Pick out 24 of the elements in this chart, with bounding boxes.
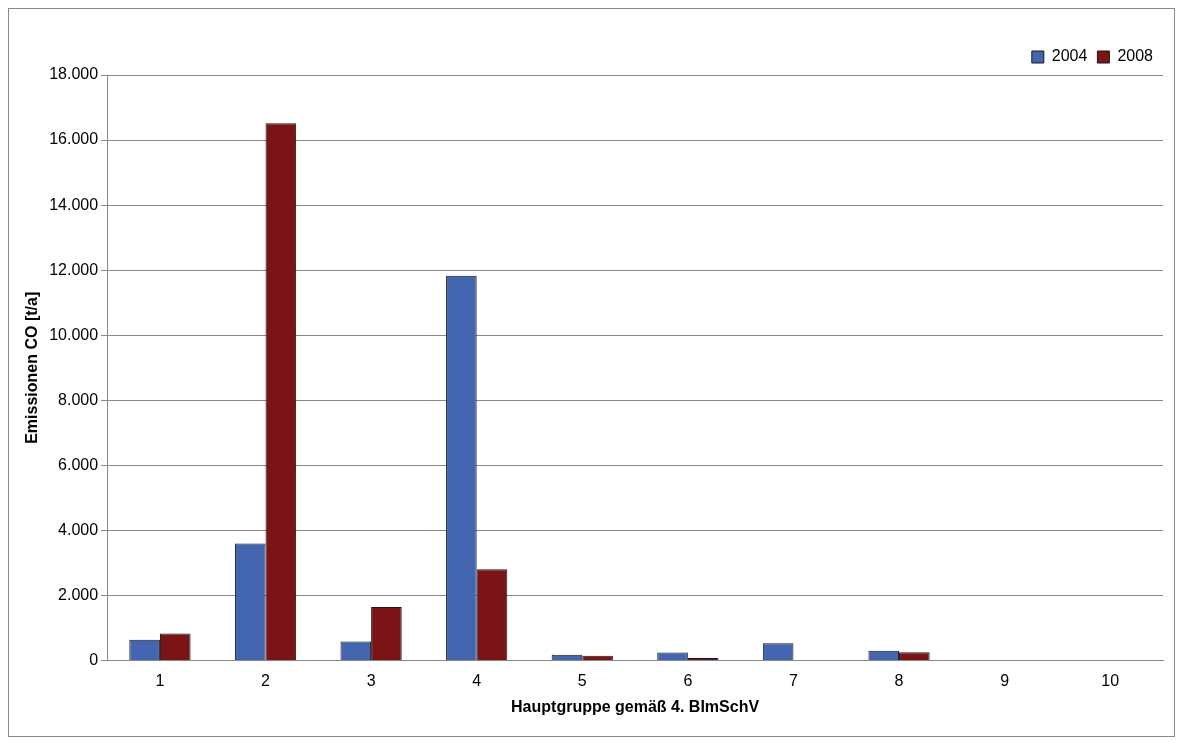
x-tick-label: 1	[155, 671, 165, 689]
y-tick-label: 14.000	[49, 195, 99, 213]
y-tick-label: 10.000	[49, 325, 99, 343]
y-tick-label: 12.000	[49, 260, 99, 278]
x-axis-title: Hauptgruppe gemäß 4. BImSchV	[511, 697, 760, 715]
y-tick-label: 8.000	[58, 390, 99, 408]
y-tick-label: 18.000	[49, 65, 99, 83]
x-tick-label: 7	[788, 671, 798, 689]
y-tick-label: 6.000	[58, 455, 99, 473]
y-tick-label: 2.000	[58, 585, 99, 603]
x-tick-label: 3	[366, 671, 376, 689]
y-tick-label: 0	[89, 651, 99, 669]
x-tick-label: 8	[894, 671, 904, 689]
x-tick-label: 9	[1000, 671, 1010, 689]
legend-label: 2008	[1117, 47, 1154, 65]
y-tick-label: 4.000	[58, 520, 99, 538]
y-tick-label: 16.000	[49, 130, 99, 148]
x-tick-label: 10	[1101, 671, 1120, 689]
legend-label: 2004	[1051, 47, 1088, 65]
x-tick-label: 6	[683, 671, 693, 689]
x-tick-label: 4	[472, 671, 482, 689]
x-tick-label: 2	[261, 671, 271, 689]
y-axis-title: Emissionen CO [t/a]	[23, 291, 41, 444]
x-tick-label: 5	[577, 671, 587, 689]
